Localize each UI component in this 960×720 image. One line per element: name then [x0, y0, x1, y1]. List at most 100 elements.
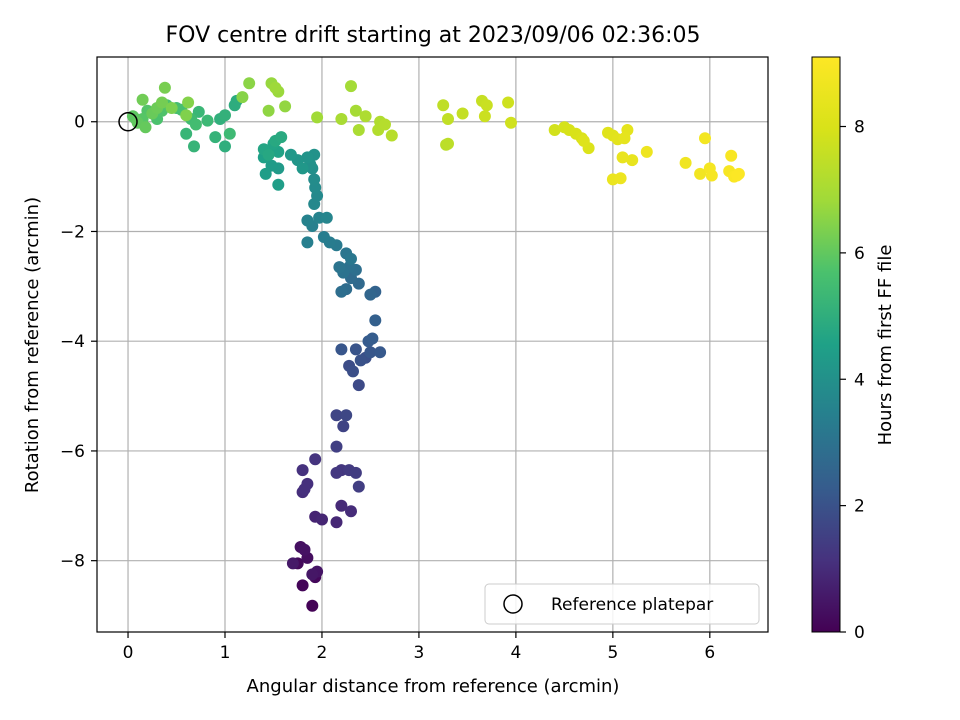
data-point	[330, 516, 343, 529]
data-point	[298, 483, 311, 496]
data-point	[139, 121, 152, 134]
data-point	[725, 149, 738, 162]
data-point	[296, 464, 309, 477]
data-point	[309, 453, 322, 466]
data-point	[577, 134, 590, 147]
data-point	[731, 169, 743, 182]
data-point	[352, 480, 365, 493]
data-point	[301, 151, 314, 164]
data-point	[201, 114, 214, 127]
data-point	[345, 505, 357, 518]
data-point	[614, 172, 627, 185]
y-axis-ticks: 0 −2 −4 −6 −8	[60, 113, 97, 572]
x-axis-label: Angular distance from reference (arcmin)	[247, 676, 620, 697]
data-point	[209, 131, 222, 144]
x-tick-label: 3	[414, 643, 425, 663]
data-point	[616, 151, 629, 164]
data-point	[618, 132, 631, 145]
data-point	[330, 440, 343, 453]
x-tick-label: 5	[607, 643, 618, 663]
x-axis-ticks: 0 1 2 3 4 5 6	[123, 632, 715, 663]
data-point	[262, 148, 275, 161]
data-point	[335, 113, 348, 125]
legend-box	[484, 583, 760, 625]
data-point	[272, 178, 285, 191]
data-point	[478, 110, 491, 123]
data-point	[275, 131, 288, 144]
data-point	[301, 236, 314, 249]
data-point	[699, 132, 711, 145]
data-point	[223, 127, 236, 140]
reference-marker	[118, 111, 138, 132]
data-point	[352, 379, 365, 392]
data-point	[330, 466, 343, 479]
data-point	[279, 100, 292, 113]
y-axis-label: Rotation from reference (arcmin)	[22, 197, 43, 493]
data-point	[158, 81, 171, 94]
data-point	[626, 154, 639, 167]
chart-title: FOV centre drift starting at 2023/09/06 …	[166, 23, 701, 48]
legend: Reference platepar	[484, 583, 760, 625]
x-tick-label: 6	[704, 643, 715, 663]
data-point	[136, 93, 149, 106]
data-point	[308, 173, 321, 186]
data-point	[189, 118, 202, 131]
data-point	[335, 499, 348, 512]
data-point	[284, 148, 297, 161]
data-point	[679, 156, 692, 169]
data-point	[366, 332, 379, 345]
data-point	[182, 96, 195, 109]
data-point	[369, 314, 382, 327]
data-point	[364, 346, 377, 359]
y-tick-label: −6	[60, 442, 85, 462]
data-point	[316, 513, 328, 526]
data-point	[364, 288, 377, 301]
data-point	[228, 99, 241, 112]
data-point	[243, 77, 256, 90]
data-point	[349, 466, 362, 479]
legend-entry-reference: Reference platepar	[551, 595, 713, 615]
x-tick-label: 2	[317, 643, 328, 663]
data-point	[349, 343, 362, 356]
data-point	[306, 568, 319, 581]
y-tick-label: −4	[60, 332, 85, 352]
data-point	[286, 557, 299, 570]
colorbar-tick-label: 2	[854, 497, 865, 517]
colorbar-label: Hours from first FF file	[875, 245, 896, 446]
data-point	[352, 124, 365, 136]
data-point	[705, 169, 718, 182]
colorbar-tick-label: 6	[854, 244, 865, 264]
data-point	[165, 102, 178, 114]
data-point	[298, 543, 311, 556]
grid-lines	[97, 57, 768, 632]
data-point	[456, 107, 469, 120]
plot-frame	[96, 56, 769, 633]
data-point	[345, 80, 357, 93]
data-point	[188, 140, 200, 153]
data-point	[262, 104, 275, 117]
data-point	[259, 167, 272, 180]
data-point	[311, 111, 324, 124]
data-point	[192, 105, 205, 118]
y-tick-label: −8	[60, 552, 85, 572]
data-point	[180, 109, 193, 122]
data-point	[505, 116, 517, 129]
data-point	[347, 365, 359, 378]
data-point	[345, 252, 357, 265]
data-point	[156, 96, 168, 109]
data-point	[349, 104, 362, 117]
data-point	[548, 124, 561, 136]
data-point	[335, 343, 348, 356]
data-point	[480, 99, 493, 112]
colorbar-tick-label: 0	[854, 623, 865, 643]
data-point	[335, 285, 348, 298]
colorbar-tick-label: 4	[854, 370, 865, 390]
data-point	[385, 129, 398, 142]
y-tick-label: −2	[60, 222, 85, 242]
data-point	[180, 127, 193, 140]
colorbar	[811, 56, 841, 633]
data-point	[219, 140, 231, 153]
data-point	[306, 599, 319, 612]
legend-marker-icon	[503, 594, 523, 614]
